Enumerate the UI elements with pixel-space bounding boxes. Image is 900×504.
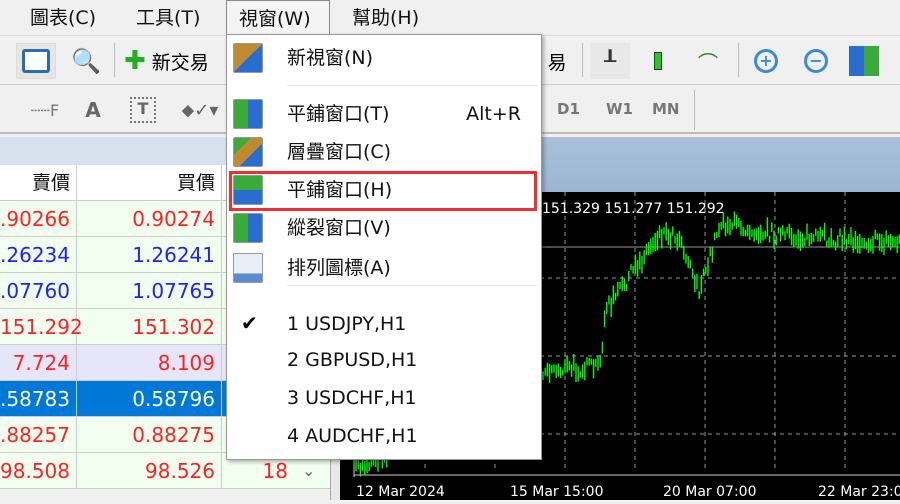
new-order-label: 新交易 <box>151 51 209 74</box>
new-order-button[interactable]: ✚ 新交易 <box>124 43 234 79</box>
zoom-out-button[interactable]: − <box>798 43 834 79</box>
text-label-button[interactable]: T <box>126 94 160 126</box>
menu-item[interactable]: 平鋪窗口(T) Alt+R <box>227 95 541 133</box>
menu-item-label: 4 AUDCHF,H1 <box>287 425 418 447</box>
bid-cell: .07760 <box>0 273 77 309</box>
timeframe-d1[interactable]: D1 <box>557 100 580 118</box>
date-label: 20 Mar 07:00 <box>663 484 757 500</box>
candlestick-button[interactable] <box>640 43 676 79</box>
menu-item[interactable]: 層疊窗口(C) <box>227 133 541 171</box>
ask-cell: 98.526 <box>77 453 222 489</box>
text-button[interactable]: A <box>76 94 110 126</box>
fibonacci-fan-icon: ┄┄F <box>30 100 60 120</box>
menu-item-label: 新視窗(N) <box>287 47 374 69</box>
menu-item[interactable]: 平鋪窗口(H) <box>227 171 541 209</box>
menu-item-shortcut: Alt+R <box>466 103 521 125</box>
date-label: 12 Mar 2024 <box>356 484 445 500</box>
tile-horizontal-icon <box>233 175 263 205</box>
ask-cell: 0.90274 <box>77 201 222 237</box>
menu-item[interactable]: 縱裂窗口(V) <box>227 209 541 247</box>
new-window-icon <box>233 43 263 73</box>
menu-item-label: 縱裂窗口(V) <box>287 217 391 239</box>
candlestick-icon <box>654 52 662 70</box>
highlight-box <box>229 171 537 211</box>
ask-cell: 8.109 <box>77 345 222 381</box>
bid-cell: .26234 <box>0 237 77 273</box>
menu-item-label: 3 USDCHF,H1 <box>287 387 417 409</box>
market-watch-icon <box>22 49 50 73</box>
chevron-down-icon[interactable]: ⌄ <box>302 461 316 480</box>
timeframe-w1[interactable]: W1 <box>606 100 633 118</box>
bid-cell: 151.292 <box>0 309 83 345</box>
data-window-button[interactable]: 🔍 <box>68 43 104 79</box>
menu-window[interactable]: 視窗(W) <box>226 0 330 36</box>
bid-cell: .88257 <box>0 417 77 453</box>
arrows-icon: ⬥✓▾ <box>181 99 219 121</box>
menu-item[interactable]: 4 AUDCHF,H1 <box>227 417 541 455</box>
timeframe-mn[interactable]: MN <box>652 100 680 118</box>
table-row[interactable]: 98.508 98.526 18 ⌄ <box>0 453 330 489</box>
ask-header[interactable]: 買價 <box>77 165 222 201</box>
menu-item-label: 1 USDJPY,H1 <box>287 313 407 335</box>
menu-charts[interactable]: 圖表(C) <box>30 7 97 29</box>
cascade-icon <box>233 137 263 167</box>
window-menu-dropdown: 新視窗(N) 平鋪窗口(T) Alt+R 層疊窗口(C) 平鋪窗口(H) 縱裂窗口(V) 排… <box>226 34 542 460</box>
menu-separator <box>287 85 537 86</box>
date-label: 15 Mar 15:00 <box>510 484 604 500</box>
menu-item-label: 平鋪窗口(H) <box>287 179 393 201</box>
spread-cell: 18 <box>262 459 288 483</box>
bar-chart-button[interactable]: ┸ <box>590 43 630 79</box>
bid-cell: .58783 <box>0 381 77 417</box>
text-icon: A <box>85 98 101 122</box>
menu-item-label: 排列圖標(A) <box>287 257 391 279</box>
menu-separator <box>287 285 537 286</box>
ask-cell: 1.07765 <box>77 273 222 309</box>
zoom-in-button[interactable]: + <box>748 43 784 79</box>
tile-vertical-icon <box>233 213 263 243</box>
zoom-in-icon: + <box>754 49 778 73</box>
checkmark-icon: ✔ <box>241 311 258 335</box>
tile-windows-button[interactable] <box>846 43 882 79</box>
bid-cell: 7.724 <box>0 345 77 381</box>
menu-bar: 圖表(C) 工具(T) 視窗(W) 幫助(H) <box>0 0 900 36</box>
menu-item-label: 平鋪窗口(T) <box>287 103 390 125</box>
arrange-icons-icon <box>233 253 263 283</box>
bar-chart-icon: ┸ <box>603 49 617 73</box>
tile-windows-icon <box>849 46 879 76</box>
zoom-out-icon: − <box>804 49 828 73</box>
menu-item-label: 層疊窗口(C) <box>287 141 392 163</box>
chart-ohlc-info: 151.329 151.277 151.292 <box>542 201 725 217</box>
menu-item[interactable]: 3 USDCHF,H1 <box>227 379 541 417</box>
text-label-icon: T <box>130 97 156 123</box>
arrows-dropdown[interactable]: ⬥✓▾ <box>172 94 228 126</box>
algo-trading-button[interactable]: 易 <box>542 43 572 79</box>
menu-help[interactable]: 幫助(H) <box>352 7 420 29</box>
menu-tools[interactable]: 工具(T) <box>136 7 201 29</box>
ask-cell: 1.26241 <box>77 237 222 273</box>
menu-item-label: 2 GBPUSD,H1 <box>287 349 418 371</box>
bid-cell: 98.508 <box>0 453 77 489</box>
magnifier-icon: 🔍 <box>71 47 101 75</box>
bid-header[interactable]: 賣價 <box>0 165 77 201</box>
algo-trading-label: 易 <box>547 51 567 74</box>
ask-cell: 151.302 <box>77 309 222 345</box>
tile-icon <box>233 99 263 129</box>
line-chart-icon: ⌒ <box>698 50 718 75</box>
menu-item[interactable]: 2 GBPUSD,H1 <box>227 341 541 379</box>
new-order-icon: ✚ <box>124 46 146 76</box>
market-watch-button[interactable] <box>16 43 56 79</box>
fibonacci-fan-button[interactable]: ┄┄F <box>28 94 62 126</box>
menu-item[interactable]: ✔ 1 USDJPY,H1 <box>227 305 541 343</box>
standard-toolbar: 🔍 ✚ 新交易 易 ┸ ⌒ + − <box>0 37 900 85</box>
line-chart-button[interactable]: ⌒ <box>690 43 726 79</box>
ask-cell: 0.88275 <box>77 417 222 453</box>
date-label: 22 Mar 23:00 <box>818 484 900 500</box>
ask-cell: 0.58796 <box>77 381 222 417</box>
menu-item[interactable]: 排列圖標(A) <box>227 249 541 287</box>
menu-item[interactable]: 新視窗(N) <box>227 39 541 77</box>
bid-cell: .90266 <box>0 201 77 237</box>
